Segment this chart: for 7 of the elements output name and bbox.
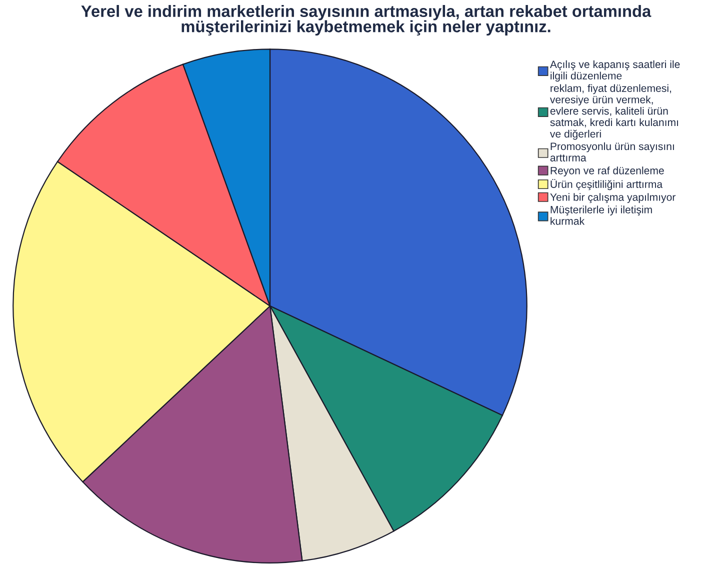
legend-label: Müşterilerle iyi iletişim kurmak xyxy=(550,206,652,225)
legend-label: Promosyonlu ürün sayısını arttırma xyxy=(550,142,674,162)
legend-label: reklam, fiyat düzenlemesi, veresiye ürün vermek, evlere servis, kaliteli ürün satmak, kredi kartı kulanımı ve diğerleri xyxy=(550,84,678,140)
legend-label: Yeni bir çalışma yapılmıyor xyxy=(550,193,676,204)
legend-label: Reyon ve raf düzenleme xyxy=(550,166,664,176)
chart-title: Yerel ve indirim marketlerin sayısının artmasıyla, artan rekabet ortamında müşterilerinizi kaybetmemek için neler yaptınız. xyxy=(81,5,652,36)
legend-label: Ürün çeşitliliğini arttırma xyxy=(550,179,663,190)
